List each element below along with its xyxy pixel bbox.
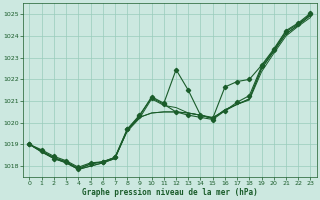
X-axis label: Graphe pression niveau de la mer (hPa): Graphe pression niveau de la mer (hPa) xyxy=(82,188,258,197)
